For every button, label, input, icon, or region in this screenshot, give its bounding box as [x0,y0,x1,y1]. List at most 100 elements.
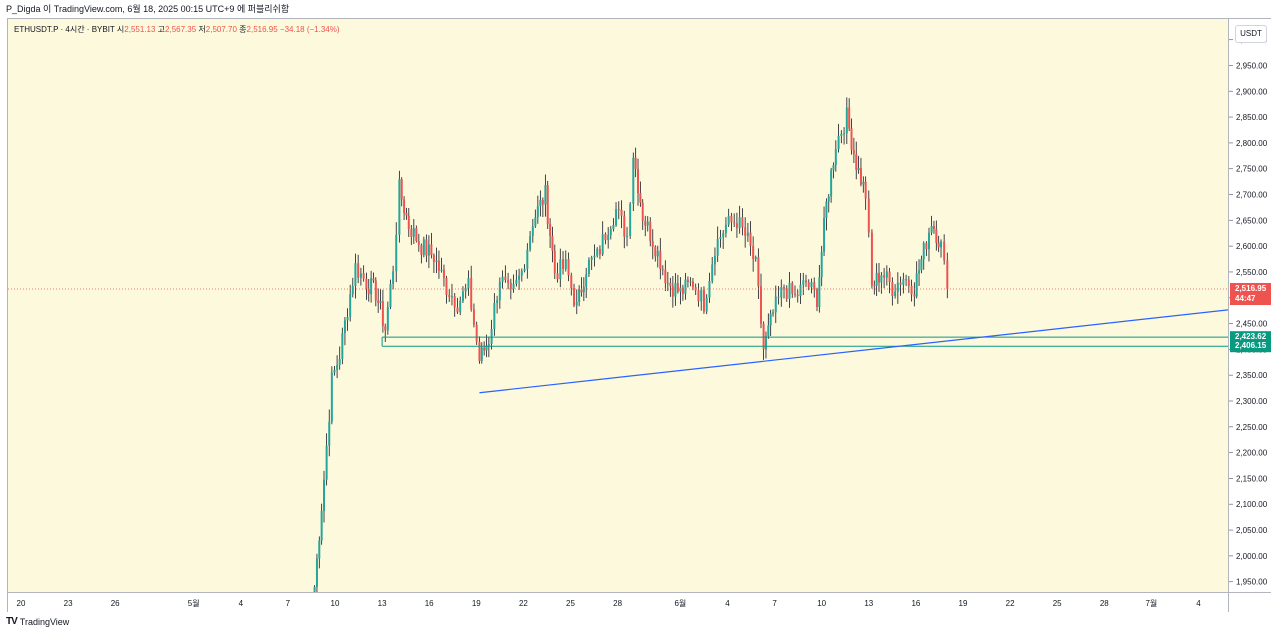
y-tick-label: 2,000.00 [1236,552,1268,561]
candle [711,257,714,284]
candle [504,265,507,283]
candle [937,235,940,253]
candle [940,239,943,258]
candle [374,277,377,307]
candle-body [940,241,943,248]
candle [864,176,867,210]
candle-body [762,323,765,350]
candle-body [381,301,384,327]
candle-body [346,316,349,321]
candle [925,241,928,257]
current-price-tag-bg [1230,283,1271,306]
candle [862,176,865,193]
candle [827,194,830,213]
candle-body [590,257,593,260]
candle-body [362,273,365,279]
candle [754,255,757,262]
candle-body [702,289,705,312]
candle-body [601,234,604,255]
candle-body [593,255,596,258]
candle [930,215,933,236]
candle [456,297,459,314]
candle-body [336,364,339,370]
candle [666,271,669,292]
candle [570,272,573,296]
x-tick-label: 10 [331,599,340,608]
candle [873,280,876,295]
x-tick-label: 13 [864,599,873,608]
candle-body [330,372,333,422]
candle-body [659,250,662,270]
currency-button[interactable]: USDT [1235,25,1267,43]
y-tick-label: 2,950.00 [1236,61,1268,70]
candle-body [767,325,770,337]
candle [546,180,549,230]
y-tick-label: 2,550.00 [1236,268,1268,277]
candle [518,268,521,290]
candle-body [313,587,316,592]
level-tag-bg [1230,340,1271,353]
candle [437,250,440,279]
candle [470,265,473,312]
candle-body [654,246,657,257]
candle-body [852,149,855,155]
candle [507,272,510,290]
candle [799,273,802,304]
candle [398,170,401,243]
candle [774,285,777,324]
plot-area[interactable]: ETHUSDT.P · 4시간 · BYBIT 시2,551.13 고2,567… [8,19,1228,592]
candle-body [410,228,413,237]
candle [840,130,843,144]
candle-body [440,269,443,271]
candle [759,273,762,329]
candle-body [932,226,935,230]
candle [891,277,894,306]
candle-body [777,296,780,298]
symbol-label[interactable]: ETHUSDT.P · 4시간 · BYBIT [14,25,115,34]
x-tick-label: 20 [17,599,26,608]
candle [536,195,539,224]
candle [870,229,873,289]
candle-body [935,229,938,243]
candle-body [918,270,921,274]
x-tick-label: 28 [1100,599,1109,608]
time-axis[interactable]: 20 23 26 5월 4 7 10 13 16 19 22 25 28 6월 4 7 10 13 16 19 22 25… [8,592,1228,612]
candle-body [878,272,881,283]
candle-body [553,250,556,274]
candle [539,190,542,217]
low-value: 2,507.70 [205,25,237,34]
y-tick-label: 2,050.00 [1236,526,1268,535]
candle-body [389,283,392,308]
low-label: 저 [198,25,206,34]
y-tick-label: 2,600.00 [1236,242,1268,251]
candle [370,270,373,303]
candle-body [713,255,716,265]
candle-body [437,260,440,271]
candle [796,289,799,303]
candle [578,285,581,307]
candle [813,277,816,298]
current-price-tag-text: 44:47 [1235,294,1256,303]
candle [313,585,316,592]
candle [549,218,552,248]
candle-body [744,227,747,236]
candle-body [432,254,435,262]
candle-body [815,289,818,308]
candle [885,265,888,286]
candle [632,152,635,212]
candle-body [705,297,708,312]
candle-body [837,135,840,150]
candle-body [357,263,360,278]
candle-body [679,287,682,292]
candle-body [825,201,828,218]
candle-body [875,272,878,286]
candle-body [379,301,382,303]
candle [708,272,711,303]
candle [641,199,644,230]
candle [472,303,475,328]
candle-body [515,279,518,284]
price-axis[interactable]: 1,950.00 2,000.00 2,050.00 2,100.00 2,150.00… [1228,19,1271,592]
candle-body [541,199,544,205]
open-label: 시 [116,25,125,34]
candle [567,252,570,282]
